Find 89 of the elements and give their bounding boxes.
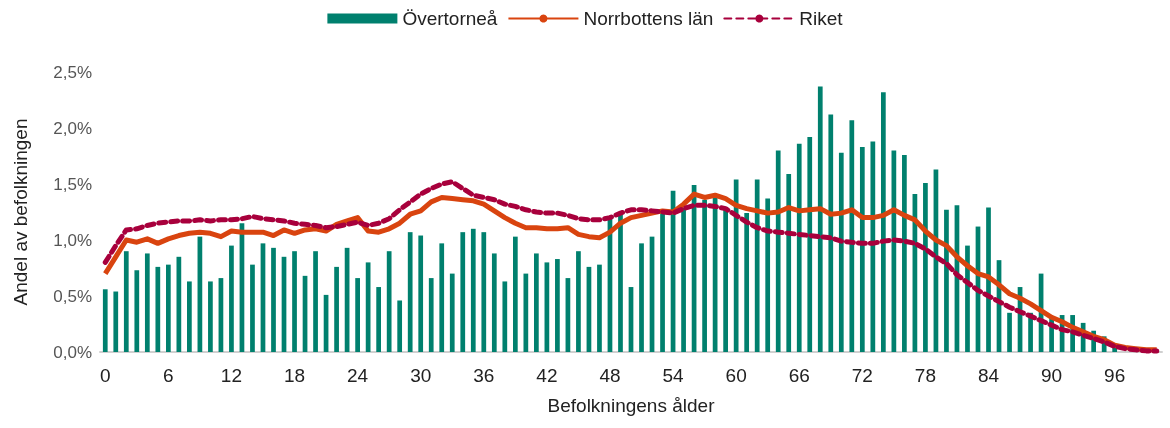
bar — [744, 213, 750, 352]
bar — [576, 251, 581, 352]
bar — [187, 281, 192, 352]
x-tick-label: 60 — [725, 365, 747, 386]
x-tick-label: 96 — [1104, 365, 1126, 386]
y-tick-label: 2,0% — [53, 118, 92, 138]
bar — [523, 273, 529, 352]
bar — [376, 287, 382, 352]
x-tick-label: 6 — [163, 365, 174, 386]
bar — [723, 209, 728, 352]
bar — [681, 207, 686, 352]
y-tick-label: 0,5% — [53, 286, 92, 306]
legend-label: Norrbottens län — [583, 8, 714, 29]
legend-label: Övertorneå — [402, 8, 498, 29]
bar — [165, 264, 171, 352]
x-tick-label: 66 — [788, 365, 810, 386]
bar — [229, 245, 234, 352]
bar — [144, 253, 150, 352]
bar — [208, 281, 213, 352]
bar — [555, 259, 560, 352]
bar — [870, 141, 876, 352]
bar — [491, 253, 497, 352]
bar — [786, 173, 792, 352]
bar — [849, 120, 855, 352]
bar — [102, 289, 108, 352]
y-tick-label: 2,5% — [53, 62, 92, 82]
bar — [534, 253, 539, 352]
bar — [923, 182, 928, 352]
bar — [754, 179, 760, 352]
bar — [859, 147, 865, 352]
bar — [512, 236, 518, 352]
bar — [250, 264, 255, 352]
legend-label: Riket — [799, 8, 844, 29]
x-tick-label: 78 — [914, 365, 936, 386]
bar — [418, 235, 424, 352]
x-tick-label: 24 — [347, 365, 369, 386]
x-tick-label: 12 — [220, 365, 243, 386]
bar — [944, 209, 949, 352]
x-axis-title: Befolkningens ålder — [547, 395, 716, 416]
x-tick-label: 48 — [599, 365, 621, 386]
bar — [838, 152, 844, 352]
y-tick-label: 1,0% — [53, 230, 92, 250]
x-tick-label: 72 — [851, 365, 873, 386]
bar — [1007, 312, 1012, 352]
x-tick-label: 0 — [99, 365, 111, 386]
bar — [828, 114, 834, 352]
x-tick-label: 18 — [283, 365, 306, 386]
bar — [481, 232, 487, 352]
bar — [407, 232, 413, 352]
bar — [334, 266, 339, 352]
bar — [470, 228, 476, 352]
bar — [902, 154, 907, 352]
bar — [618, 213, 623, 352]
bar — [765, 198, 771, 352]
bar — [449, 273, 455, 352]
bar — [639, 243, 644, 352]
bar — [807, 136, 813, 352]
bar — [733, 179, 739, 352]
bar — [113, 291, 119, 352]
bar — [775, 150, 781, 352]
bar — [313, 251, 318, 352]
bar — [176, 256, 182, 352]
x-tick-label: 54 — [662, 365, 685, 386]
bar — [134, 270, 140, 352]
bar — [355, 278, 360, 352]
bar — [796, 143, 802, 352]
y-tick-label: 1,5% — [53, 174, 92, 194]
bar — [460, 232, 466, 352]
x-tick-label: 90 — [1041, 365, 1063, 386]
bar — [386, 251, 392, 352]
bar — [155, 266, 161, 352]
x-tick-label: 30 — [410, 365, 432, 386]
bar — [271, 247, 276, 352]
bar — [397, 300, 403, 352]
y-tick-label: 0,0% — [53, 342, 92, 362]
bar — [702, 199, 707, 352]
bar — [292, 251, 297, 352]
bar — [817, 86, 823, 352]
y-axis-title: Andel av befolkningen — [10, 118, 31, 306]
bar — [428, 278, 434, 352]
x-tick-label: 42 — [536, 365, 558, 386]
x-tick-label: 84 — [977, 365, 1000, 386]
bar — [123, 251, 129, 352]
bar — [502, 281, 508, 352]
bar — [880, 92, 886, 352]
bar — [597, 264, 602, 352]
bar — [986, 207, 991, 352]
bar — [439, 243, 445, 352]
x-tick-label: 36 — [473, 365, 495, 386]
